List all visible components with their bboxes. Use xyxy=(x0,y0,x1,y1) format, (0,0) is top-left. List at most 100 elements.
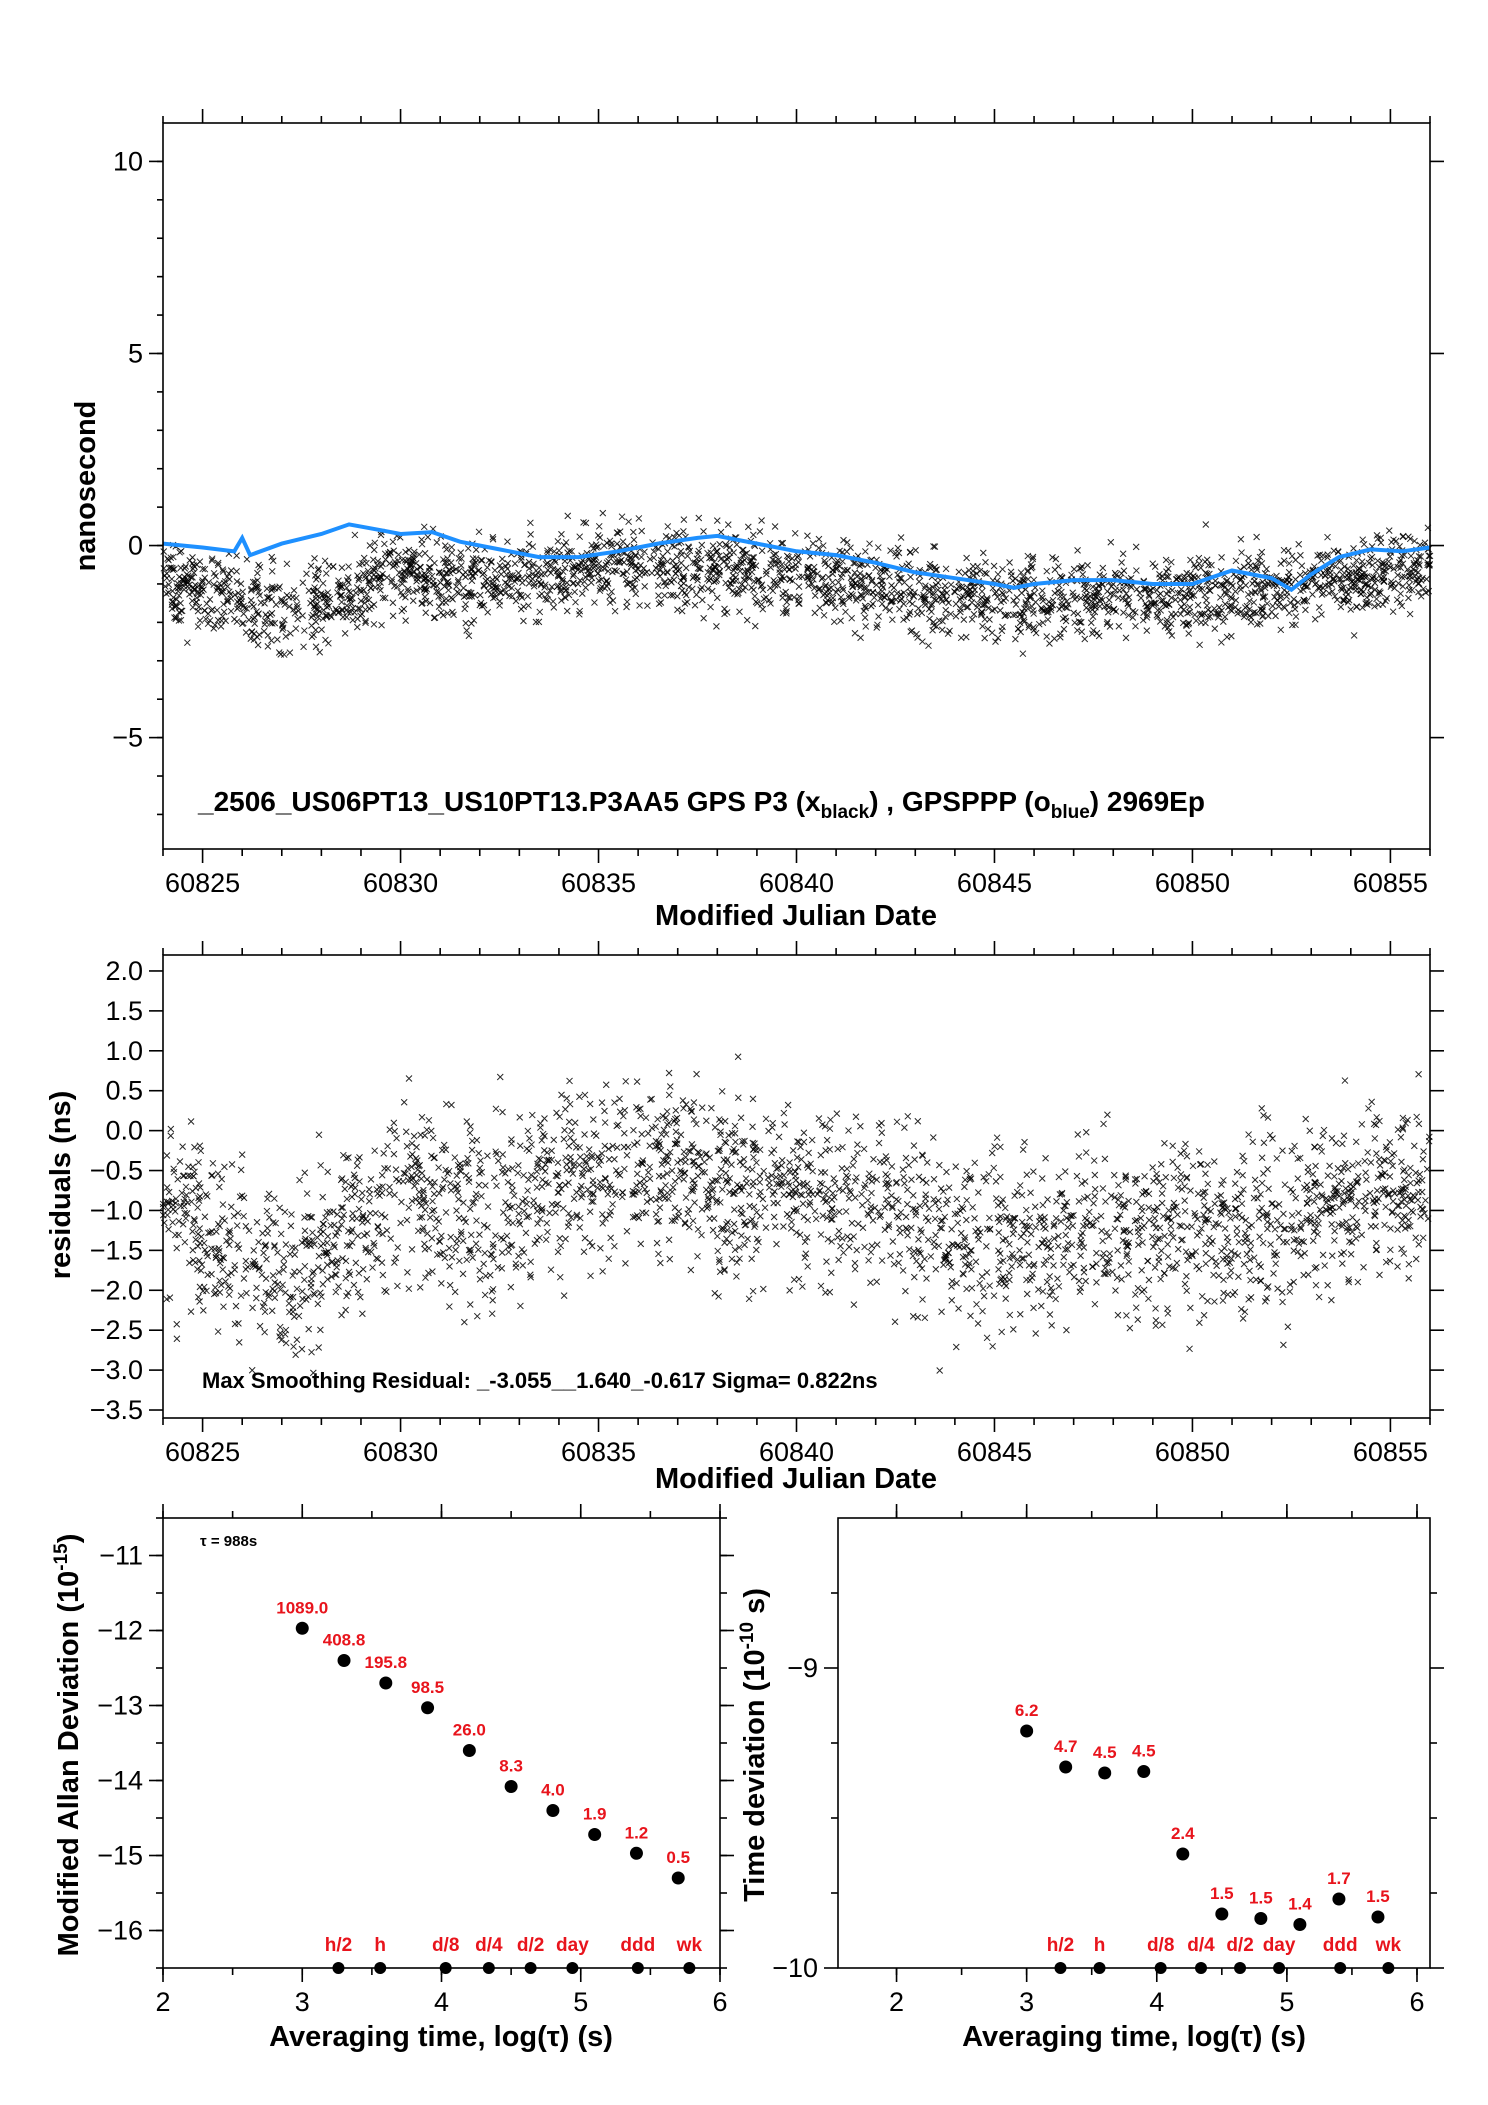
phase-point xyxy=(968,616,976,623)
phase-point xyxy=(318,626,325,633)
residual-point xyxy=(524,1127,532,1135)
residual-point xyxy=(611,1155,618,1163)
phase-point xyxy=(709,542,717,550)
residual-point xyxy=(196,1239,204,1247)
residual-point xyxy=(669,1184,677,1191)
phase-point xyxy=(918,609,926,617)
residual-point xyxy=(438,1232,445,1240)
residual-point xyxy=(717,1128,724,1136)
residual-point xyxy=(681,1220,689,1228)
residual-point xyxy=(476,1231,483,1238)
residual-point xyxy=(1382,1203,1390,1211)
residual-point xyxy=(176,1158,184,1165)
phase-point xyxy=(189,603,197,611)
residual-point xyxy=(1075,1153,1083,1160)
residual-point xyxy=(1098,1227,1105,1235)
residual-point xyxy=(1152,1322,1160,1330)
residual-point xyxy=(991,1143,998,1150)
residual-point xyxy=(969,1203,977,1211)
residual-point xyxy=(724,1218,732,1226)
phase-point xyxy=(1195,554,1203,562)
residual-point xyxy=(1258,1204,1266,1212)
phase-point xyxy=(433,539,441,546)
residual-point xyxy=(266,1214,273,1221)
residual-point xyxy=(220,1303,227,1311)
residual-point xyxy=(867,1279,874,1287)
phase-point xyxy=(979,622,986,630)
residual-point xyxy=(255,1238,262,1246)
residual-point xyxy=(179,1220,187,1228)
residual-point xyxy=(745,1295,753,1303)
residual-point xyxy=(517,1302,524,1310)
residual-point xyxy=(565,1179,572,1186)
residual-point xyxy=(873,1278,881,1286)
phase-scatter-series xyxy=(160,509,1434,658)
phase-point xyxy=(1136,589,1144,597)
phase-point xyxy=(549,598,557,605)
residual-point xyxy=(1134,1224,1142,1232)
residual-point xyxy=(371,1147,379,1155)
phase-point xyxy=(1056,593,1064,600)
phase-point xyxy=(1374,557,1382,565)
residual-point xyxy=(330,1241,337,1249)
residual-point xyxy=(919,1176,927,1184)
phase-point xyxy=(991,605,999,613)
residual-point xyxy=(737,1114,745,1122)
residual-point xyxy=(1226,1272,1234,1280)
phase-point xyxy=(1259,594,1267,601)
residual-point xyxy=(467,1231,475,1239)
phase-point xyxy=(240,610,247,618)
residual-point xyxy=(830,1175,838,1182)
residual-point xyxy=(722,1169,730,1177)
residual-point xyxy=(756,1172,764,1180)
phase-point xyxy=(345,579,352,586)
residual-point xyxy=(817,1282,825,1290)
residual-point xyxy=(1215,1272,1223,1280)
phase-point xyxy=(307,562,315,570)
residual-point xyxy=(196,1298,203,1305)
phase-point xyxy=(498,565,505,573)
residual-point xyxy=(1368,1098,1376,1106)
residual-point xyxy=(1397,1133,1405,1141)
residual-point xyxy=(1295,1209,1302,1217)
phase-point xyxy=(381,540,388,548)
residual-point xyxy=(910,1273,918,1281)
phase-point xyxy=(857,575,865,583)
phase-point xyxy=(268,637,275,644)
residual-point xyxy=(689,1217,697,1225)
residual-point xyxy=(1043,1278,1051,1286)
residual-point xyxy=(167,1132,175,1140)
residual-point xyxy=(1419,1155,1427,1163)
residual-point xyxy=(924,1217,932,1225)
phase-point xyxy=(866,540,873,548)
residual-point xyxy=(509,1164,516,1172)
residual-point xyxy=(1251,1176,1259,1184)
phase-point xyxy=(1379,601,1387,608)
y-tick-label: 5 xyxy=(128,338,143,368)
phase-point xyxy=(389,599,397,607)
annotation-end: ) 2969Ep xyxy=(1090,786,1205,817)
residual-point xyxy=(177,1202,185,1210)
residual-point xyxy=(1074,1131,1082,1138)
residual-point xyxy=(440,1141,448,1149)
residual-point xyxy=(560,1135,568,1143)
residual-point xyxy=(391,1259,398,1266)
residual-point xyxy=(380,1150,388,1157)
residual-point xyxy=(586,1100,594,1108)
y-tick-label: 0 xyxy=(128,531,143,561)
phase-point xyxy=(1202,596,1210,604)
phase-point xyxy=(1143,627,1151,634)
phase-point xyxy=(1221,588,1229,596)
residual-point xyxy=(889,1238,897,1245)
residual-point xyxy=(314,1300,322,1308)
phase-point xyxy=(635,515,643,522)
residual-point xyxy=(405,1285,413,1293)
phase-point xyxy=(938,626,946,634)
residual-point xyxy=(441,1254,449,1262)
residual-point xyxy=(475,1149,483,1157)
residual-point xyxy=(1330,1173,1338,1180)
residual-point xyxy=(1093,1279,1100,1286)
residual-point xyxy=(1093,1249,1100,1257)
residual-point xyxy=(990,1164,998,1172)
phase-point xyxy=(1269,602,1277,610)
